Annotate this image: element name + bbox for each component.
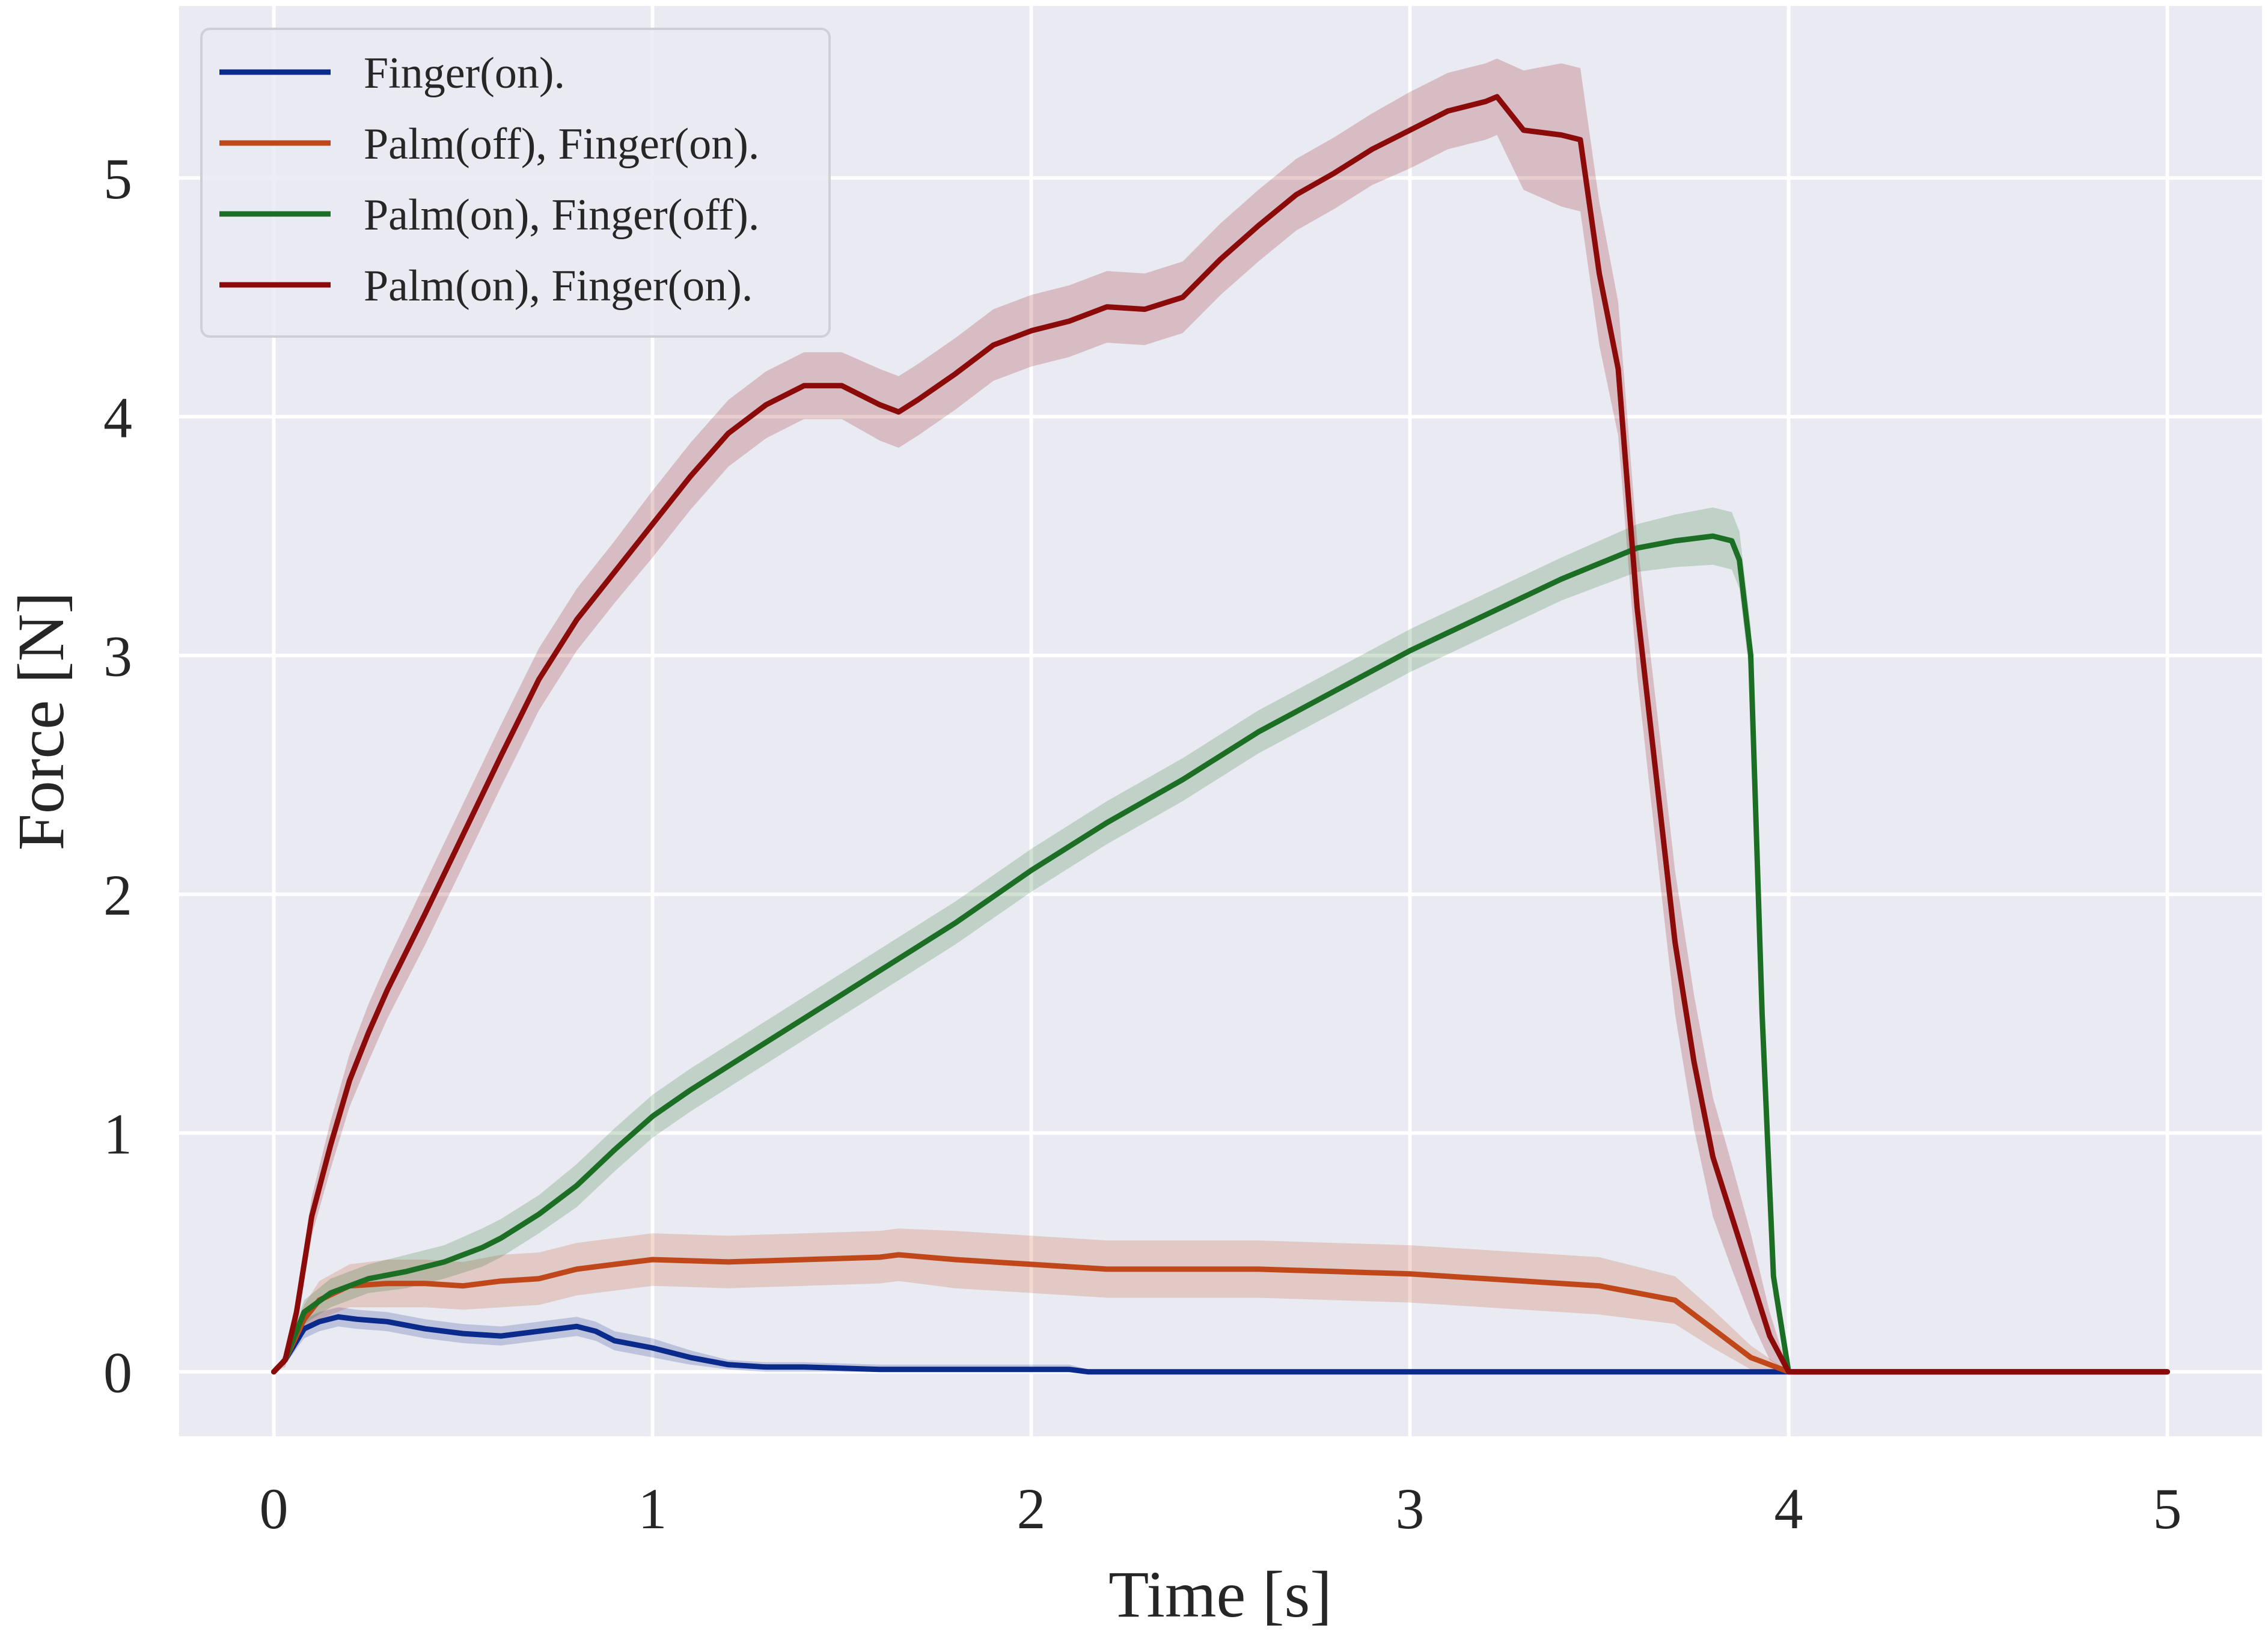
x-tick-label: 4 — [1774, 1477, 1803, 1541]
series-lines — [271, 94, 2170, 1375]
y-tick-label: 5 — [103, 147, 132, 211]
x-tick-label: 2 — [1017, 1477, 1046, 1541]
legend-entry-2: Palm(on), Finger(off). — [364, 191, 759, 240]
x-tick-label: 0 — [260, 1477, 289, 1541]
legend-entry-3: Palm(on), Finger(on). — [364, 261, 753, 311]
series-line-1 — [271, 1252, 2170, 1375]
y-axis-label: Force [N] — [4, 592, 78, 851]
x-tick-labels: 0 1 2 3 4 5 — [260, 1477, 2182, 1541]
x-tick-label: 3 — [1396, 1477, 1425, 1541]
series-line-3 — [271, 94, 2170, 1375]
series-line-2 — [271, 533, 2170, 1375]
y-tick-label: 4 — [103, 385, 132, 450]
x-tick-label: 5 — [2153, 1477, 2182, 1541]
x-tick-label: 1 — [638, 1477, 667, 1541]
y-tick-label: 0 — [103, 1341, 132, 1405]
x-axis-label: Time [s] — [1108, 1558, 1332, 1631]
y-tick-label: 1 — [103, 1102, 132, 1166]
grid-lines — [179, 6, 2262, 1436]
series-line-0 — [271, 1314, 2170, 1375]
y-tick-label: 2 — [103, 863, 132, 927]
series-band-0 — [274, 1307, 2168, 1372]
y-tick-label: 3 — [103, 624, 132, 689]
legend-entry-1: Palm(off), Finger(on). — [364, 120, 759, 169]
series-band-1 — [274, 1228, 2168, 1372]
y-tick-labels: 0 1 2 3 4 5 — [103, 147, 132, 1405]
legend-frame — [200, 28, 831, 338]
confidence-bands — [274, 58, 2168, 1372]
legend: Finger(on). Palm(off), Finger(on). Palm(on… — [200, 28, 831, 338]
legend-entry-0: Finger(on). — [364, 49, 565, 98]
series-band-3 — [274, 58, 2168, 1372]
